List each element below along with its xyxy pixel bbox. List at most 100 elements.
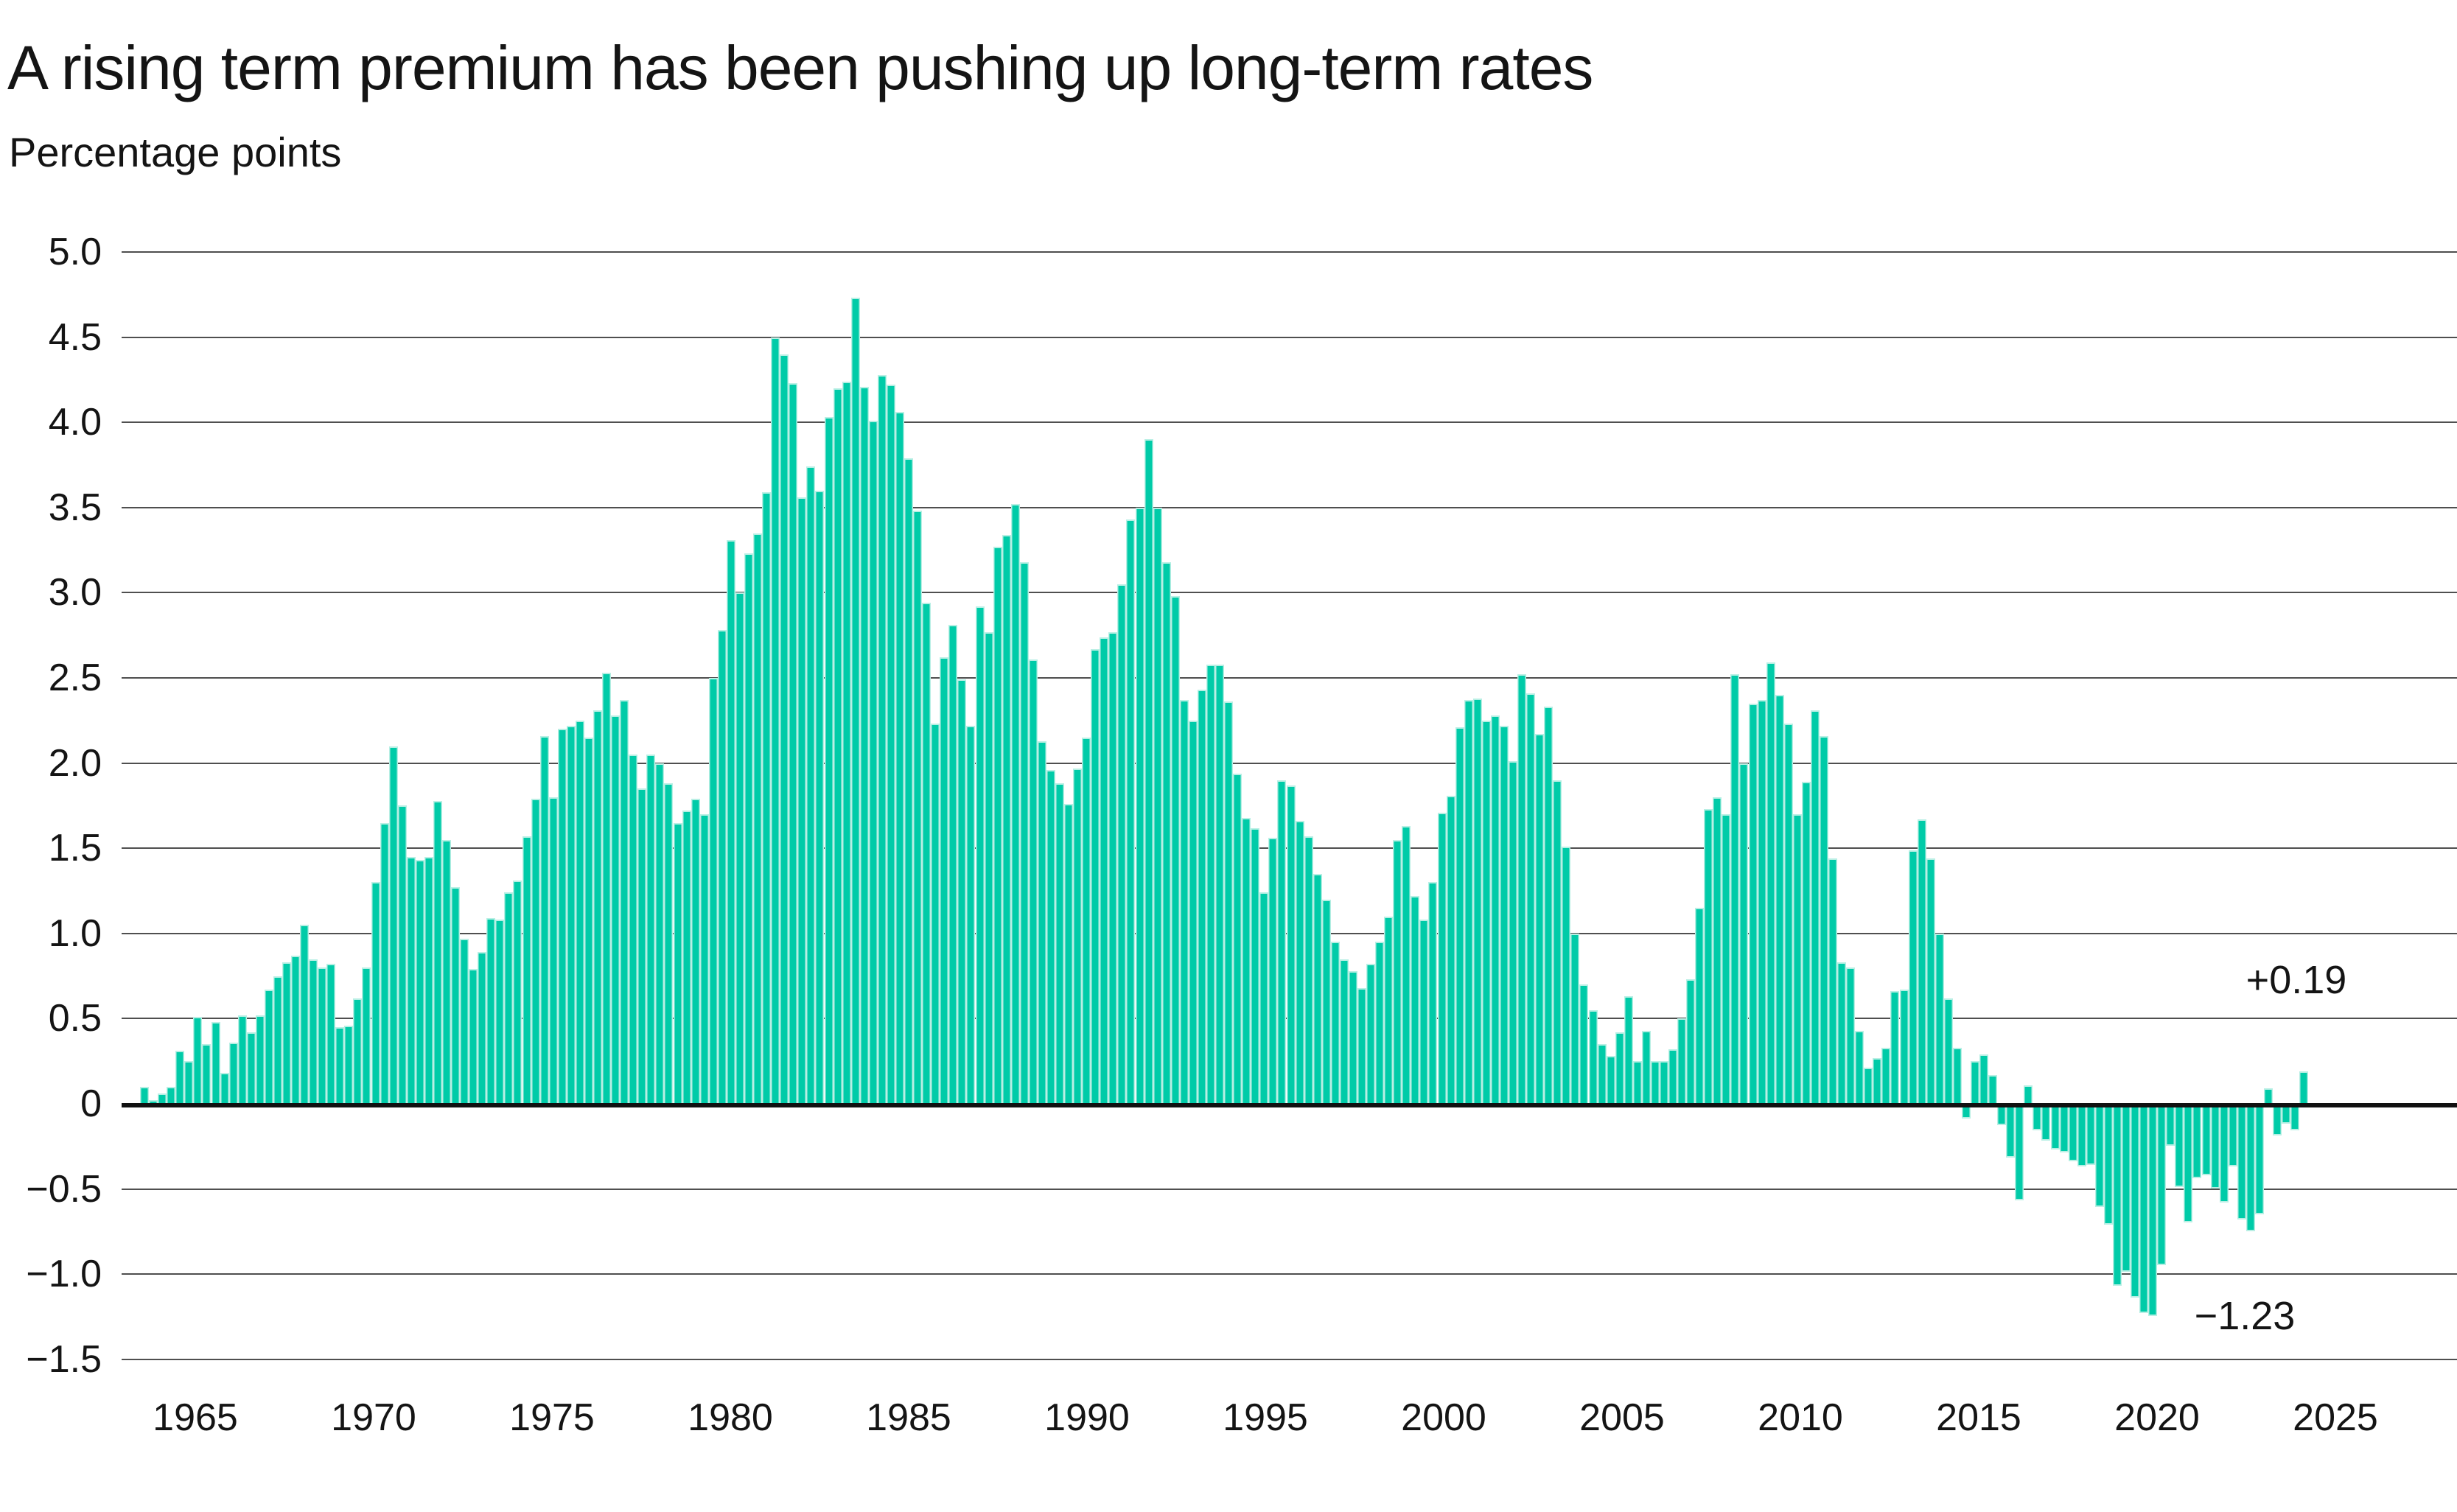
bar [255,1015,265,1107]
bar [353,998,363,1107]
bar [1730,674,1740,1107]
bar [1411,895,1420,1107]
bar [1082,737,1091,1107]
bar [1348,970,1357,1107]
bar [1624,996,1633,1107]
bar [1455,727,1464,1107]
bar [2201,1103,2211,1175]
bar [1748,703,1758,1107]
bar [1677,1018,1686,1107]
bar [237,1015,247,1107]
bar [469,969,478,1107]
bar [2103,1103,2113,1225]
bar [966,725,976,1107]
bar [202,1044,212,1107]
x-tick-label-1990: 1990 [1044,1396,1130,1439]
bar [1055,783,1064,1107]
bar [575,720,584,1107]
chart-subtitle: Percentage points [9,129,342,175]
bar [1010,504,1020,1107]
y-tick-label-−0.5: −0.5 [26,1167,102,1211]
bar [566,725,576,1107]
bar [1215,664,1224,1107]
bar [850,298,860,1107]
bar [1952,1047,1962,1107]
bar [1837,962,1847,1107]
bar [1801,782,1811,1107]
bar [940,657,949,1107]
bar [1508,761,1517,1107]
bar [1251,827,1260,1107]
bar [735,592,744,1107]
y-tick-label-3.0: 3.0 [48,571,102,615]
bar [1917,819,1926,1107]
bar [2024,1085,2033,1107]
bar [291,955,300,1107]
bar [2086,1103,2095,1165]
bar [1988,1074,1998,1107]
bar [1686,979,1696,1107]
bar [2272,1103,2282,1136]
bar [726,539,735,1107]
bar [2263,1088,2273,1107]
bar [1588,1009,1598,1107]
gridline-4.5 [122,336,2457,338]
gridline-4.0 [122,421,2457,424]
bar [1135,507,1144,1107]
bar [717,630,727,1107]
bar [1579,984,1589,1107]
bar [1064,804,1073,1107]
bar [1464,700,1473,1107]
bar [282,962,291,1107]
bar [300,925,309,1107]
bar [1428,882,1438,1107]
gridline-−1.0 [122,1273,2457,1275]
bar [682,811,691,1107]
bar [2166,1103,2175,1147]
bar [1091,648,1100,1107]
bar [2157,1103,2167,1265]
gridline-−0.5 [122,1188,2457,1190]
bar [859,386,869,1107]
x-tick-label-1970: 1970 [331,1396,416,1439]
bar [228,1042,238,1107]
bar [397,805,407,1107]
y-tick-label-1.0: 1.0 [48,911,102,955]
bar [2282,1103,2290,1124]
bar [1713,797,1722,1107]
bar [1233,773,1243,1107]
bar [2050,1103,2060,1149]
bar [2299,1071,2309,1107]
bar [1970,1061,1979,1107]
x-tick-label-1985: 1985 [866,1396,951,1439]
bar [2192,1103,2202,1179]
bar [1899,990,1909,1107]
bar [2068,1103,2077,1161]
bar [602,673,611,1107]
zero-baseline [122,1103,2457,1107]
bar [1650,1061,1660,1107]
bar [655,763,665,1107]
y-tick-label-2.0: 2.0 [48,741,102,785]
bar [548,797,558,1107]
bar [2175,1103,2184,1187]
bar [797,497,807,1107]
bar [1170,596,1180,1107]
bar [2237,1103,2246,1219]
min-value-annotation: −1.23 [2194,1294,2296,1338]
bar [771,337,780,1107]
bar [2041,1103,2051,1141]
bar [1366,964,1375,1107]
bar [664,783,674,1107]
bar [460,938,469,1107]
bar [629,755,638,1107]
bar [193,1017,203,1107]
bar [1828,858,1837,1107]
bar [1641,1030,1651,1107]
bar [789,383,798,1107]
bar [273,976,282,1107]
bar [2077,1103,2086,1166]
bar [424,856,433,1107]
bar [415,860,424,1107]
